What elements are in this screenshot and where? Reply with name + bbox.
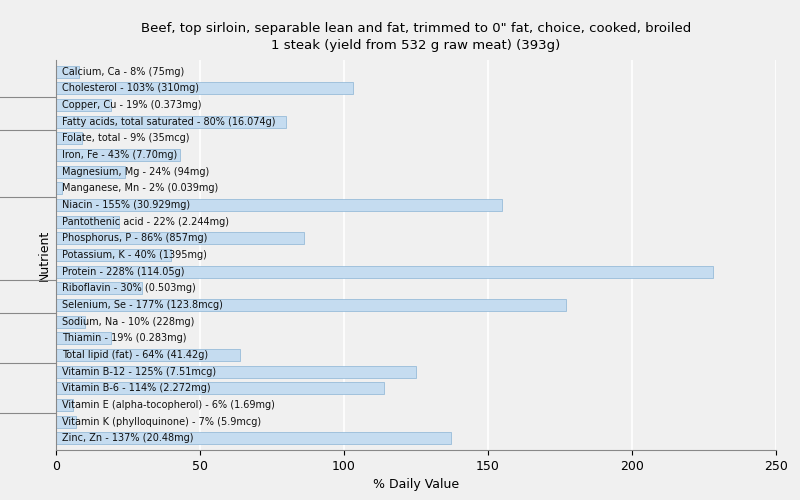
Text: Sodium, Na - 10% (228mg): Sodium, Na - 10% (228mg) [62, 316, 194, 326]
Bar [56, 99, 110, 111]
Text: Potassium, K - 40% (1395mg): Potassium, K - 40% (1395mg) [62, 250, 206, 260]
Bar [56, 116, 286, 128]
Text: Protein - 228% (114.05g): Protein - 228% (114.05g) [62, 266, 184, 276]
Text: Folate, total - 9% (35mcg): Folate, total - 9% (35mcg) [62, 134, 190, 143]
Text: Vitamin B-6 - 114% (2.272mg): Vitamin B-6 - 114% (2.272mg) [62, 384, 210, 394]
Bar [56, 366, 416, 378]
Bar [56, 282, 142, 294]
Text: Calcium, Ca - 8% (75mg): Calcium, Ca - 8% (75mg) [62, 66, 184, 76]
Bar [56, 232, 304, 244]
X-axis label: % Daily Value: % Daily Value [373, 478, 459, 492]
Bar [56, 349, 240, 361]
Bar [56, 266, 713, 278]
Text: Copper, Cu - 19% (0.373mg): Copper, Cu - 19% (0.373mg) [62, 100, 202, 110]
Text: Thiamin - 19% (0.283mg): Thiamin - 19% (0.283mg) [62, 334, 186, 344]
Bar [56, 382, 384, 394]
Bar [56, 166, 125, 177]
Text: Vitamin B-12 - 125% (7.51mcg): Vitamin B-12 - 125% (7.51mcg) [62, 366, 216, 376]
Text: Selenium, Se - 177% (123.8mcg): Selenium, Se - 177% (123.8mcg) [62, 300, 222, 310]
Text: Zinc, Zn - 137% (20.48mg): Zinc, Zn - 137% (20.48mg) [62, 434, 194, 444]
Text: Phosphorus, P - 86% (857mg): Phosphorus, P - 86% (857mg) [62, 234, 207, 243]
Text: Pantothenic acid - 22% (2.244mg): Pantothenic acid - 22% (2.244mg) [62, 216, 229, 226]
Text: Total lipid (fat) - 64% (41.42g): Total lipid (fat) - 64% (41.42g) [62, 350, 208, 360]
Bar [56, 82, 353, 94]
Bar [56, 199, 502, 211]
Bar [56, 132, 82, 144]
Text: Riboflavin - 30% (0.503mg): Riboflavin - 30% (0.503mg) [62, 284, 195, 294]
Title: Beef, top sirloin, separable lean and fat, trimmed to 0" fat, choice, cooked, br: Beef, top sirloin, separable lean and fa… [141, 22, 691, 52]
Text: Fatty acids, total saturated - 80% (16.074g): Fatty acids, total saturated - 80% (16.0… [62, 116, 275, 126]
Bar [56, 299, 566, 311]
Bar [56, 316, 85, 328]
Bar [56, 332, 110, 344]
Bar [56, 66, 79, 78]
Text: Cholesterol - 103% (310mg): Cholesterol - 103% (310mg) [62, 84, 198, 94]
Bar [56, 182, 62, 194]
Bar [56, 399, 74, 411]
Bar [56, 432, 450, 444]
Text: Manganese, Mn - 2% (0.039mg): Manganese, Mn - 2% (0.039mg) [62, 184, 218, 194]
Bar [56, 416, 76, 428]
Bar [56, 149, 180, 161]
Bar [56, 249, 171, 261]
Text: Vitamin K (phylloquinone) - 7% (5.9mcg): Vitamin K (phylloquinone) - 7% (5.9mcg) [62, 416, 261, 426]
Text: Vitamin E (alpha-tocopherol) - 6% (1.69mg): Vitamin E (alpha-tocopherol) - 6% (1.69m… [62, 400, 274, 410]
Text: Niacin - 155% (30.929mg): Niacin - 155% (30.929mg) [62, 200, 190, 210]
Text: Iron, Fe - 43% (7.70mg): Iron, Fe - 43% (7.70mg) [62, 150, 177, 160]
Y-axis label: Nutrient: Nutrient [38, 230, 50, 280]
Bar [56, 216, 119, 228]
Text: Magnesium, Mg - 24% (94mg): Magnesium, Mg - 24% (94mg) [62, 166, 209, 176]
